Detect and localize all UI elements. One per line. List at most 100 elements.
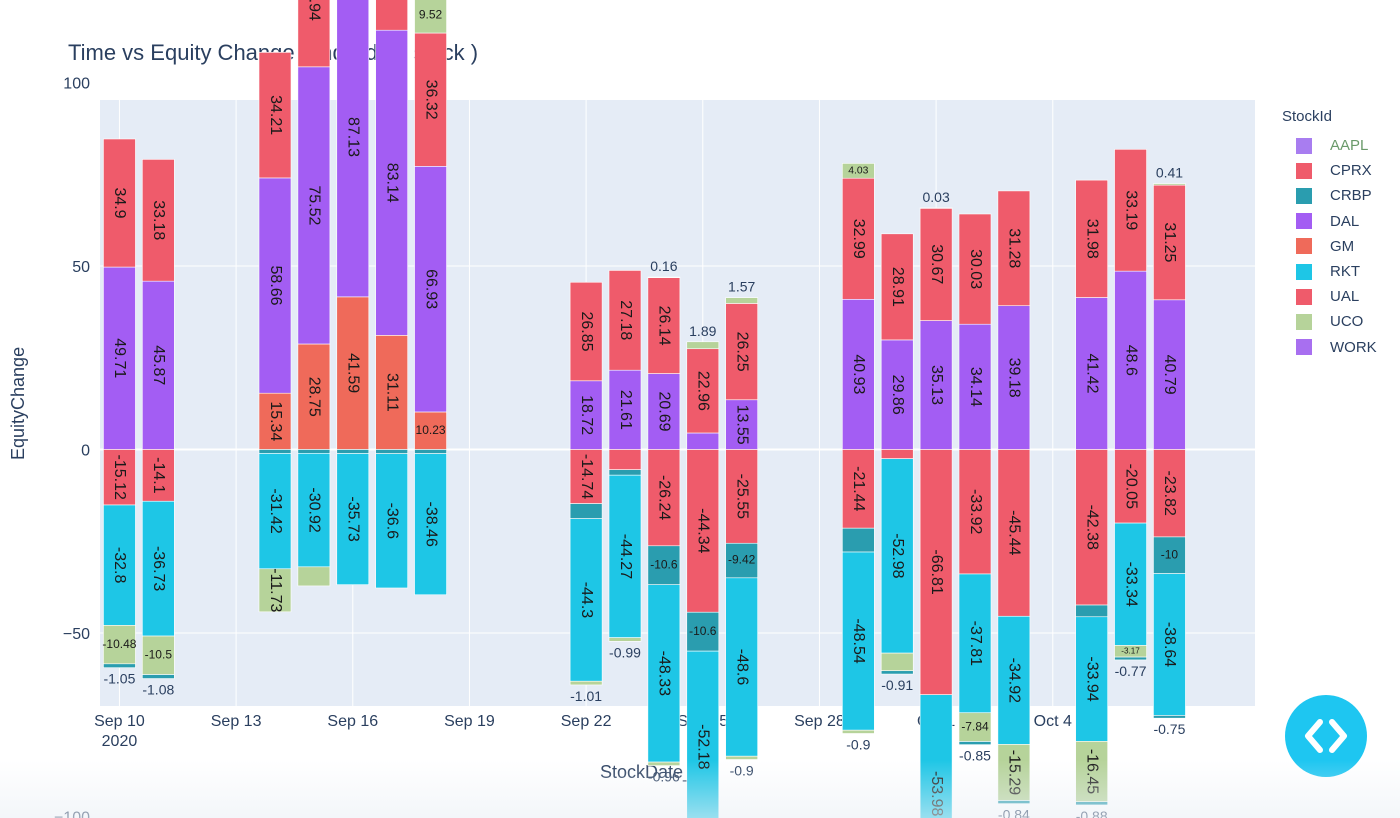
bar-segment-dal bbox=[1153, 299, 1186, 450]
bar-segment-uco bbox=[608, 637, 642, 642]
bar-segment-crbp bbox=[647, 545, 681, 586]
data-label: 22.96 bbox=[695, 371, 712, 411]
bar-segment-ual bbox=[725, 303, 758, 401]
data-label: -37.81 bbox=[967, 621, 984, 666]
bar-segment-crbp bbox=[375, 449, 408, 454]
bar-segment-uco bbox=[258, 568, 292, 613]
data-label: 28.75 bbox=[306, 377, 323, 417]
bar-segment-rkt bbox=[997, 615, 1031, 745]
legend-swatch bbox=[1296, 263, 1312, 280]
bar-segment-uco bbox=[880, 652, 914, 672]
legend-label: CPRX bbox=[1330, 162, 1372, 180]
bar-segment-crbp bbox=[103, 663, 136, 668]
legend-item-aapl[interactable]: AAPL bbox=[1282, 133, 1377, 158]
bar-segment-cprx bbox=[880, 449, 914, 459]
data-label: -42.38 bbox=[1083, 505, 1100, 550]
bar-segment-ual bbox=[919, 207, 953, 321]
legend-item-uco[interactable]: UCO bbox=[1282, 309, 1377, 334]
x-tick-label: Oct 4 bbox=[1034, 713, 1072, 730]
data-label: -0.96 bbox=[648, 769, 680, 785]
bar-segment-uco bbox=[297, 566, 331, 587]
bar-segment-rkt bbox=[880, 458, 914, 654]
bar-segment-rkt bbox=[103, 504, 136, 626]
x-tick-label: Sep 10 bbox=[94, 713, 145, 730]
code-toggle-button[interactable] bbox=[1285, 695, 1367, 777]
legend-item-crbp[interactable]: CRBP bbox=[1282, 183, 1377, 208]
bar-segment-crbp bbox=[608, 469, 642, 476]
bar-segment-dal bbox=[686, 432, 720, 450]
legend-item-rkt[interactable]: RKT bbox=[1282, 259, 1377, 284]
data-label: -16.45 bbox=[1083, 749, 1100, 794]
data-label: -38.46 bbox=[422, 501, 439, 546]
data-label: 33.18 bbox=[150, 200, 167, 240]
legend-swatch bbox=[1296, 313, 1312, 330]
x-tick-sublabel: 2020 bbox=[102, 733, 138, 750]
data-label: -10 bbox=[1161, 547, 1179, 561]
data-label: -32.8 bbox=[111, 547, 128, 584]
data-label: -1.08 bbox=[142, 682, 174, 698]
bar-segment-dal bbox=[336, 0, 370, 298]
bar-segment-crbp bbox=[569, 503, 603, 519]
legend-label: UAL bbox=[1330, 288, 1360, 306]
legend-item-cprx[interactable]: CPRX bbox=[1282, 158, 1377, 183]
bar-segment-ual bbox=[103, 138, 136, 268]
legend-swatch bbox=[1296, 213, 1312, 230]
data-label: -0.88 bbox=[1076, 808, 1108, 818]
x-tick-label: Sep 22 bbox=[561, 713, 612, 730]
data-label: 18.72 bbox=[578, 395, 595, 435]
bar-segment-dal bbox=[647, 373, 681, 450]
bar-segment-dal bbox=[375, 29, 408, 336]
y-tick-label: −100 bbox=[54, 810, 90, 818]
bar-segment-ual bbox=[958, 213, 992, 325]
data-label: 33.19 bbox=[1122, 190, 1139, 230]
data-label: 34.14 bbox=[967, 367, 984, 407]
bar-segment-crbp bbox=[258, 449, 292, 454]
data-label: 31.98 bbox=[1083, 219, 1100, 259]
bar-segment-gm bbox=[375, 335, 408, 450]
bar-segment-cprx bbox=[1114, 449, 1147, 524]
data-label: 26.14 bbox=[656, 306, 673, 346]
data-label: 34.21 bbox=[267, 95, 284, 135]
bar-segment-dal bbox=[258, 177, 292, 394]
bar-segment-rkt bbox=[258, 453, 292, 570]
bar-segment-rkt bbox=[725, 577, 758, 757]
data-label: 4.03 bbox=[848, 166, 868, 177]
data-label: -14.1 bbox=[150, 457, 167, 494]
bar-segment-ual bbox=[842, 177, 875, 300]
data-label: 41.42 bbox=[1083, 353, 1100, 393]
bar-segment-ual bbox=[686, 348, 720, 434]
bar-segment-ual bbox=[647, 277, 681, 374]
bar-segment-cprx bbox=[647, 449, 681, 547]
bar-segment-crbp bbox=[880, 670, 914, 675]
bar-segment-ual bbox=[1075, 179, 1108, 298]
data-label: -36.6 bbox=[383, 503, 400, 540]
data-label: -14.74 bbox=[578, 454, 595, 499]
data-label: 40.93 bbox=[850, 354, 867, 394]
bar-segment-cprx bbox=[1075, 449, 1108, 606]
legend-item-work[interactable]: WORK bbox=[1282, 335, 1377, 360]
data-label: 13.55 bbox=[733, 405, 750, 445]
data-label: 27.18 bbox=[617, 300, 634, 340]
bar-segment-cprx bbox=[686, 449, 720, 613]
data-label: -1.05 bbox=[103, 671, 135, 687]
bar-segment-dal bbox=[997, 305, 1031, 450]
legend-item-gm[interactable]: GM bbox=[1282, 234, 1377, 259]
data-label: 36.32 bbox=[422, 80, 439, 120]
bar-segment-cprx bbox=[997, 449, 1031, 617]
data-label: 0.03 bbox=[922, 189, 949, 205]
legend-item-dal[interactable]: DAL bbox=[1282, 209, 1377, 234]
legend-label: DAL bbox=[1330, 212, 1360, 230]
data-label: -21.44 bbox=[850, 466, 867, 511]
legend-item-ual[interactable]: UAL bbox=[1282, 284, 1377, 309]
x-tick-label: Sep 13 bbox=[211, 713, 262, 730]
data-label: -48.54 bbox=[850, 618, 867, 663]
bar-segment-ual bbox=[297, 0, 331, 68]
bar-segment-crbp bbox=[1075, 604, 1108, 618]
data-label: 26.85 bbox=[578, 312, 595, 352]
data-label: 26.25 bbox=[733, 332, 750, 372]
data-label: 9.52 bbox=[419, 8, 443, 22]
data-label: -10.6 bbox=[689, 624, 717, 638]
data-label: 75.52 bbox=[306, 185, 323, 225]
legend-swatch bbox=[1296, 288, 1312, 305]
data-label: -0.75 bbox=[1153, 721, 1185, 737]
